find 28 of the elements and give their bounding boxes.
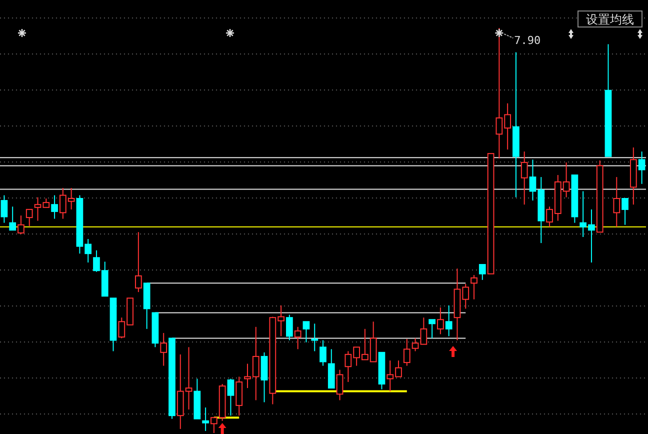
candlestick xyxy=(18,215,24,235)
candlestick xyxy=(286,314,293,341)
candlestick xyxy=(160,332,168,366)
candlestick xyxy=(134,232,142,293)
candlestick xyxy=(520,151,528,206)
candlestick xyxy=(0,194,8,224)
candlestick xyxy=(437,306,444,335)
candlestick xyxy=(9,206,16,231)
candlestick xyxy=(302,321,310,343)
candlestick xyxy=(51,194,58,220)
candlestick xyxy=(336,369,344,401)
candlestick xyxy=(311,323,318,352)
candlestick xyxy=(227,378,234,416)
candlestick xyxy=(26,208,33,227)
candlestick xyxy=(428,319,436,339)
candlestick xyxy=(478,264,486,280)
candlestick xyxy=(613,176,620,228)
text: 设置均线 xyxy=(586,12,634,26)
candlestick xyxy=(638,151,646,184)
candlestick xyxy=(202,406,209,432)
candlestick xyxy=(470,274,478,300)
candlestick xyxy=(622,198,628,226)
candlestick xyxy=(445,304,452,337)
candlestick xyxy=(260,352,268,403)
candlestick xyxy=(294,326,302,350)
annotation: 7.90 xyxy=(514,34,541,47)
candlestick xyxy=(320,340,326,366)
candlestick xyxy=(236,376,243,416)
